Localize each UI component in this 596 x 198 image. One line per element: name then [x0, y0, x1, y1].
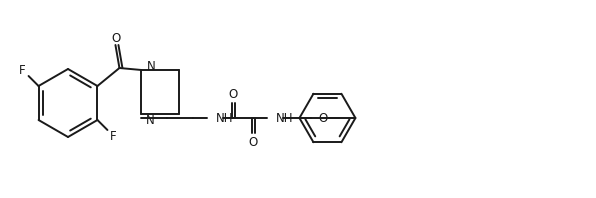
Text: F: F: [110, 130, 117, 144]
Text: O: O: [249, 135, 258, 148]
Text: N: N: [145, 113, 154, 127]
Text: O: O: [112, 31, 121, 45]
Text: NH: NH: [275, 112, 293, 126]
Text: N: N: [147, 60, 155, 72]
Text: NH: NH: [215, 112, 233, 126]
Text: O: O: [229, 88, 238, 101]
Text: F: F: [19, 64, 26, 76]
Text: O: O: [319, 111, 328, 125]
